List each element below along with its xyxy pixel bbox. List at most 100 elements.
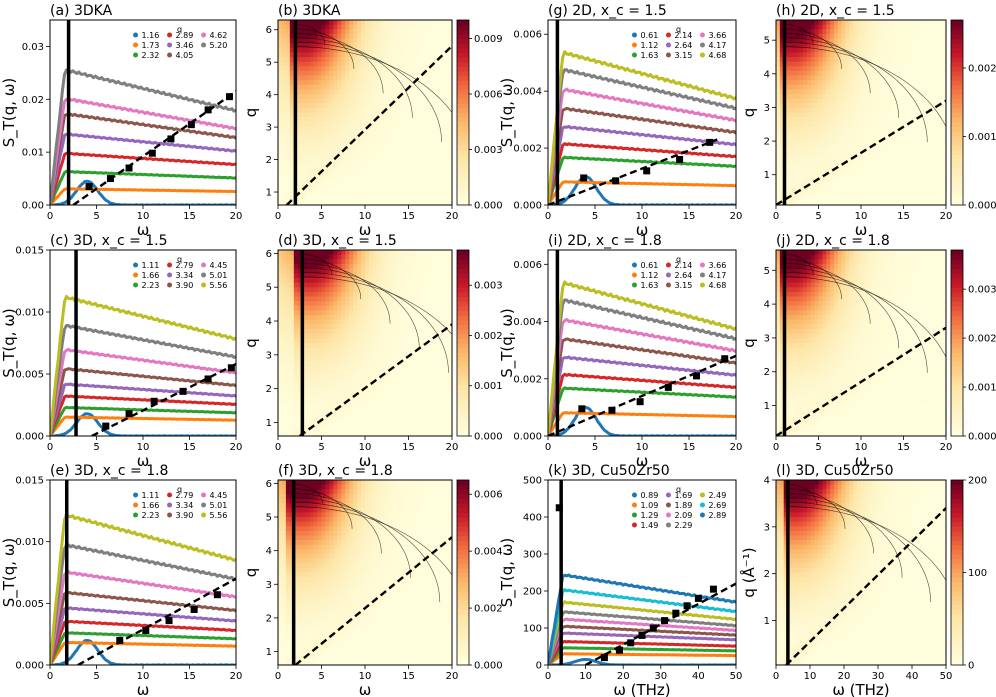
legend: q 1.111.662.23 2.793.343.90 4.455.015.56 — [133, 255, 227, 290]
legend-swatch — [699, 492, 705, 498]
panel-l: 0 10 20 30 40 50 1 2 3 4 ω (THz) q (Å⁻¹) (l) 3D, Cu5… — [739, 463, 987, 697]
y-tick-label: 6 — [266, 479, 272, 490]
contour-line — [784, 46, 946, 128]
legend-title: q — [676, 485, 681, 494]
legend-entry: 1.12 — [640, 271, 658, 280]
legend-swatch — [631, 492, 637, 498]
x-tick-label: 5 — [93, 442, 99, 453]
y-tick-label: 2 — [764, 569, 770, 580]
panel-title: (b) 3DKA — [278, 3, 341, 19]
x-tick-label: 0 — [545, 442, 551, 453]
legend-entry: 2.64 — [674, 271, 692, 280]
legend-entry: 2.79 — [176, 261, 194, 270]
series-line-1.66 — [50, 640, 236, 665]
peak-marker — [706, 138, 714, 146]
axes-frame — [547, 249, 737, 437]
legend-entry: 1.11 — [142, 491, 160, 500]
y-tick-label: 0.004 — [513, 317, 542, 328]
x-axis-label: ω — [636, 221, 649, 239]
legend-entry: 2.64 — [674, 41, 692, 50]
x-tick-label: 15 — [402, 671, 415, 682]
heatmap-field — [278, 20, 452, 205]
peak-marker — [578, 405, 586, 413]
legend: q 0.891.091.291.49 1.691.892.092.29 2.492.6… — [631, 485, 726, 530]
x-tick-label: 15 — [402, 442, 415, 453]
y-axis-label: q — [242, 108, 260, 118]
colorbar: 0.000 0.002 0.004 0.006 — [456, 479, 503, 672]
x-tick-label: 20 — [230, 442, 243, 453]
legend-entry: 2.09 — [674, 511, 692, 520]
y-tick-label: 0.006 — [513, 260, 542, 271]
legend-swatch — [201, 512, 207, 518]
legend-swatch — [631, 262, 637, 268]
dispersion-line — [299, 323, 452, 436]
dispersion-line — [776, 99, 946, 205]
x-tick-label: 0 — [47, 211, 53, 222]
series-line-4.17 — [548, 68, 736, 205]
series-line-2.49 — [548, 600, 736, 665]
dispersion-line — [585, 582, 736, 665]
contour-line — [784, 267, 899, 349]
colorbar-tick-label: 0.006 — [474, 490, 503, 501]
legend-entry: 0.89 — [640, 491, 658, 500]
contour-line — [787, 506, 946, 582]
legend-entry: 1.09 — [640, 501, 658, 510]
legend-swatch — [133, 42, 139, 48]
y-axis-label: S_T(q, ω) — [0, 78, 19, 148]
colorbar-tick-label: 200 — [968, 476, 987, 487]
peak-marker — [116, 636, 124, 644]
dispersion-line — [776, 326, 946, 436]
contour-line — [787, 493, 874, 554]
y-tick-label: 500 — [523, 476, 542, 487]
peak-marker — [148, 149, 156, 157]
legend-swatch — [133, 262, 139, 268]
legend-entry: 4.17 — [708, 41, 726, 50]
y-tick-label: 1 — [764, 401, 770, 412]
series-line-2.23 — [50, 631, 236, 665]
heatmap-field — [776, 20, 946, 205]
legend-entry: 3.90 — [176, 511, 194, 520]
contour-line — [784, 24, 814, 45]
y-tick-label: 3 — [764, 103, 770, 114]
peak-marker — [721, 355, 729, 363]
legend-entry: 3.66 — [708, 261, 726, 270]
y-tick-label: 1 — [764, 616, 770, 627]
y-tick-label: 0.002 — [513, 144, 542, 155]
colorbar: 0.000 0.003 0.006 0.009 — [456, 19, 503, 212]
peak-marker — [600, 654, 608, 662]
legend-swatch — [201, 502, 207, 508]
legend-swatch — [665, 32, 671, 38]
colorbar-tick-label: 0.000 — [474, 661, 503, 672]
series-line-4.68 — [548, 280, 736, 435]
series-line-3.66 — [548, 87, 736, 205]
x-tick-label: 10 — [855, 442, 868, 453]
x-tick-label: 30 — [872, 671, 885, 682]
legend-entry: 1.66 — [142, 501, 160, 510]
legend-swatch — [133, 52, 139, 58]
contour-line — [295, 41, 442, 143]
peak-marker — [580, 174, 588, 182]
x-tick-label: 20 — [730, 442, 743, 453]
colorbar-tick-label: 0.001 — [968, 383, 996, 394]
y-tick-label: 0.000 — [15, 432, 44, 443]
colorbar-tick-label: 0.003 — [968, 285, 996, 296]
legend-swatch — [631, 522, 637, 528]
series-line-2.79 — [50, 394, 236, 436]
legend-entry: 5.01 — [210, 501, 228, 510]
x-tick-label: 5 — [318, 671, 324, 682]
series-line-5.20 — [50, 68, 236, 205]
contour-line — [784, 276, 946, 358]
contour-line — [293, 497, 411, 578]
legend-swatch — [699, 32, 705, 38]
dispersion-line — [548, 354, 736, 436]
legend-swatch — [167, 42, 173, 48]
x-axis-label: ω (THz) — [613, 681, 670, 697]
y-tick-label: 4 — [266, 317, 272, 328]
legend-swatch — [167, 282, 173, 288]
legend-swatch — [133, 272, 139, 278]
series-line-1.29 — [548, 646, 736, 665]
y-axis-label: q (Å⁻¹) — [739, 547, 758, 597]
panel-k: q 0.891.091.291.49 1.691.892.092.29 2.492.6… — [498, 463, 742, 697]
